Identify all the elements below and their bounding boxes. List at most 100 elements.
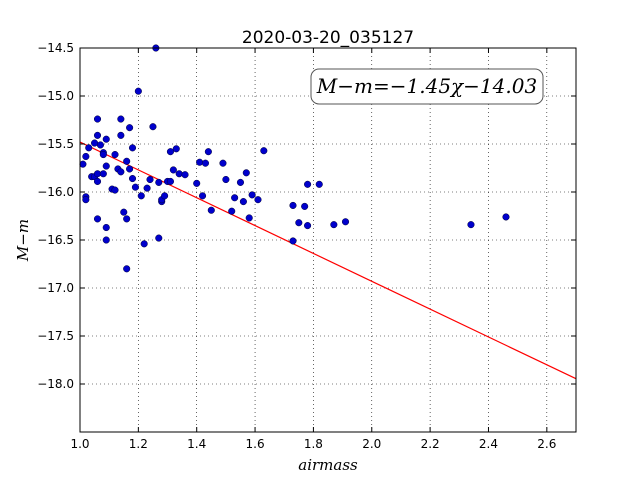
y-tick-label: −16.5 (37, 233, 74, 247)
x-tick-label: 1.6 (246, 437, 265, 451)
data-point (123, 157, 131, 165)
data-point (289, 201, 297, 209)
data-point (304, 222, 312, 230)
data-point (102, 135, 110, 143)
data-point (166, 177, 174, 185)
data-point (161, 192, 169, 200)
data-point (131, 183, 139, 191)
data-point (207, 206, 215, 214)
data-point (330, 221, 338, 229)
data-point (254, 196, 262, 204)
data-point (149, 123, 157, 131)
data-point (181, 171, 189, 179)
data-point (231, 194, 239, 202)
data-point (304, 180, 312, 188)
data-point (111, 186, 119, 194)
tick-layer: 1.0 1.2 1.4 1.6 1.8 2.0 2.2 2.4 2.6 −14.5 −15.0 −15… (37, 41, 576, 451)
data-point (117, 115, 125, 123)
data-point (117, 131, 125, 139)
data-point (236, 178, 245, 186)
data-point (245, 214, 253, 222)
data-point (134, 87, 142, 95)
data-point (169, 166, 177, 174)
data-point (196, 158, 204, 166)
x-tick-label: 2.6 (537, 437, 556, 451)
y-axis-label: M−m (14, 219, 32, 262)
data-point (82, 152, 90, 161)
data-point (123, 265, 131, 273)
fit-line (79, 141, 577, 380)
data-point (120, 208, 128, 216)
data-point (166, 148, 174, 156)
data-point (242, 169, 250, 177)
annotation-text: M−m=−1.45χ−14.03 (316, 74, 537, 98)
data-point (228, 207, 236, 215)
x-tick-label: 1.8 (304, 437, 323, 451)
data-point (128, 175, 137, 183)
data-point (79, 160, 87, 168)
data-point (128, 144, 137, 152)
data-point (198, 192, 207, 200)
data-point (295, 219, 303, 227)
data-point (93, 115, 102, 123)
data-point (155, 178, 163, 186)
data-point (467, 221, 475, 229)
data-point (111, 151, 119, 159)
y-tick-label: −17.0 (37, 281, 74, 295)
data-point (82, 196, 90, 204)
fit-annotation: M−m=−1.45χ−14.03 (310, 68, 544, 105)
x-tick-label: 2.4 (479, 437, 498, 451)
data-point (102, 223, 110, 232)
data-point (126, 124, 134, 132)
data-point (222, 175, 230, 184)
data-point (172, 145, 180, 153)
chart-title: 2020-03-20_035127 (242, 28, 414, 48)
x-tick-label: 1.2 (129, 437, 148, 451)
data-point (102, 236, 110, 244)
points-layer (79, 44, 510, 273)
data-point (193, 179, 201, 187)
data-point (260, 147, 268, 155)
data-point (93, 215, 102, 223)
y-tick-label: −15.0 (37, 89, 74, 103)
data-point (96, 141, 104, 149)
x-tick-label: 2.0 (362, 437, 381, 451)
data-point (201, 159, 210, 167)
data-point (137, 192, 145, 200)
data-point (301, 202, 309, 210)
grid-layer (80, 48, 576, 432)
x-axis-label: airmass (298, 456, 358, 474)
y-tick-label: −15.5 (37, 137, 74, 151)
data-point (175, 170, 183, 178)
x-tick-label: 2.2 (421, 437, 440, 451)
data-point (502, 213, 510, 221)
y-tick-label: −16.0 (37, 185, 74, 199)
data-point (140, 240, 148, 248)
data-point (126, 165, 134, 173)
data-point (99, 170, 107, 178)
data-point (219, 159, 227, 167)
data-point (289, 237, 297, 245)
data-point (93, 177, 102, 185)
data-point (341, 218, 350, 226)
data-point (146, 175, 154, 184)
data-point (143, 184, 151, 192)
data-point (155, 234, 163, 242)
fit-layer (79, 141, 577, 380)
y-tick-label: −18.0 (37, 377, 74, 391)
data-point (123, 215, 131, 223)
data-point (204, 148, 212, 156)
data-point (239, 198, 247, 206)
y-tick-label: −17.5 (37, 329, 74, 343)
x-tick-label: 1.0 (70, 437, 89, 451)
annotation-box (310, 68, 544, 105)
data-point (315, 180, 323, 188)
data-point (102, 162, 110, 170)
data-point (93, 131, 102, 139)
data-point (85, 144, 93, 152)
data-point (248, 191, 256, 199)
x-tick-label: 1.4 (187, 437, 206, 451)
data-point (99, 151, 107, 159)
y-tick-label: −14.5 (37, 41, 74, 55)
